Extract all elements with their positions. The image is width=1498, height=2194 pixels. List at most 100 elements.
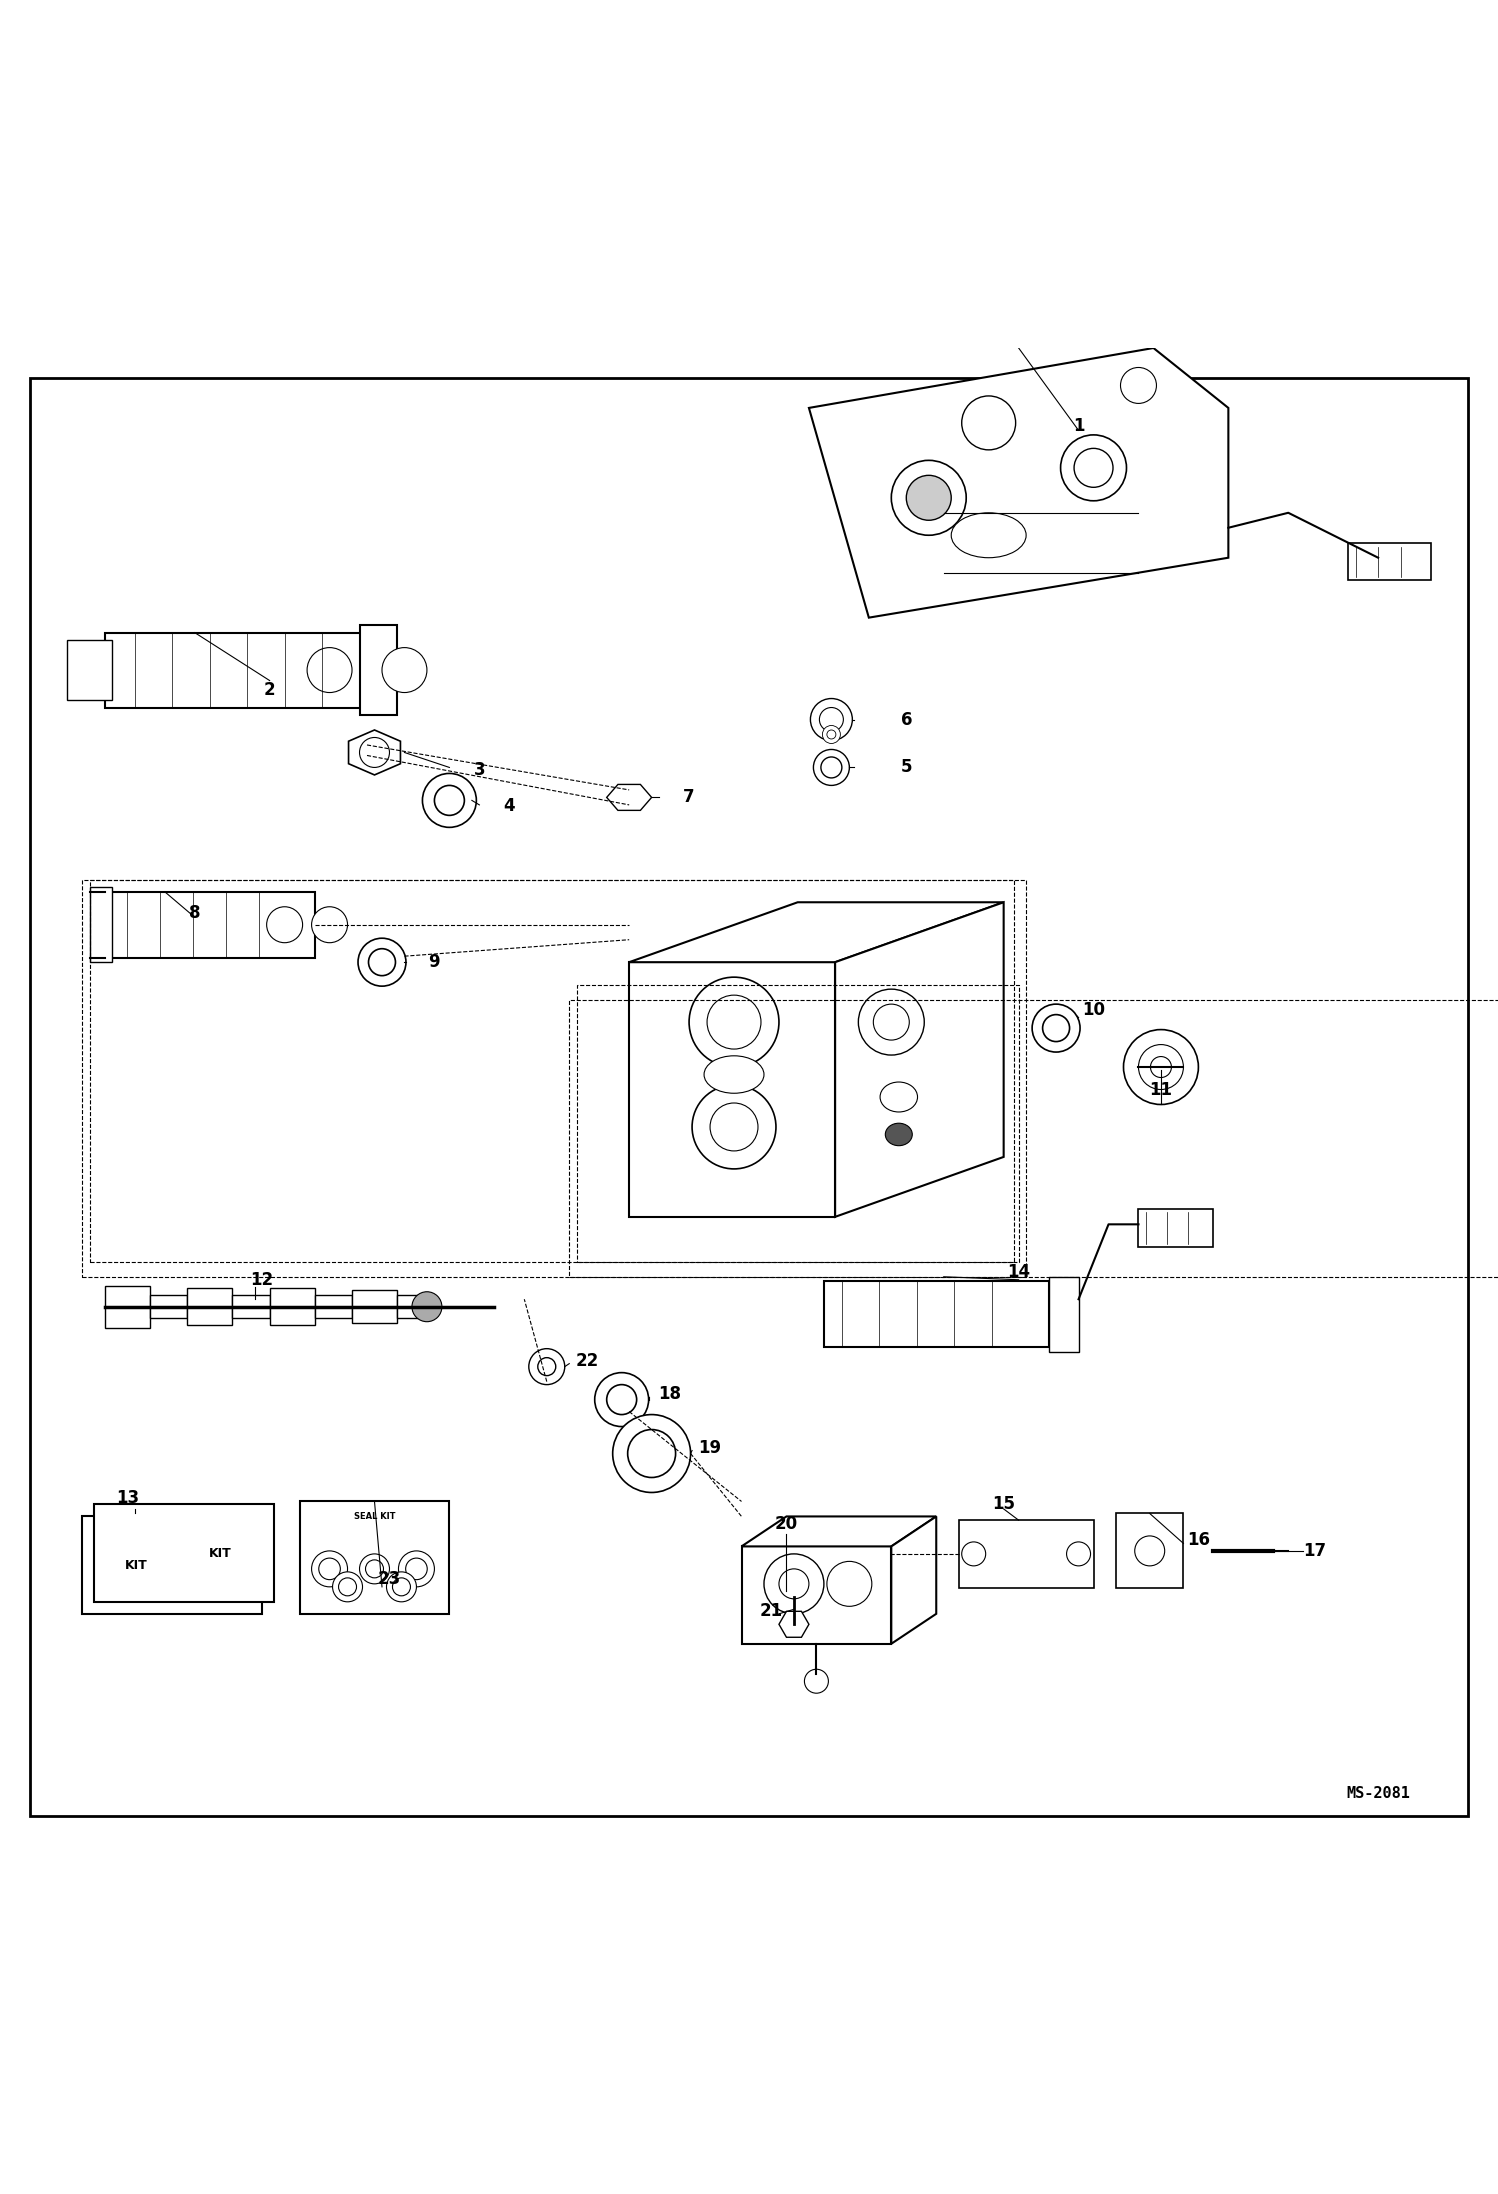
Circle shape — [595, 1373, 649, 1426]
Circle shape — [858, 989, 924, 1055]
Text: KIT: KIT — [124, 1558, 148, 1571]
Text: 11: 11 — [1149, 1079, 1173, 1099]
Circle shape — [822, 726, 840, 744]
Polygon shape — [629, 902, 1004, 963]
Text: 10: 10 — [1082, 1000, 1106, 1020]
Circle shape — [312, 1551, 348, 1586]
Text: 6: 6 — [900, 711, 912, 728]
Circle shape — [962, 1542, 986, 1567]
Circle shape — [819, 706, 843, 731]
Circle shape — [827, 731, 836, 739]
Circle shape — [360, 737, 389, 768]
Text: SEAL KIT: SEAL KIT — [354, 1512, 395, 1520]
Circle shape — [366, 1560, 383, 1577]
Circle shape — [813, 750, 849, 785]
Circle shape — [382, 647, 427, 693]
Circle shape — [398, 1551, 434, 1586]
Circle shape — [821, 757, 842, 779]
Bar — [105, 891, 315, 959]
Circle shape — [412, 1292, 442, 1321]
Text: 13: 13 — [115, 1490, 139, 1507]
Circle shape — [1135, 1536, 1165, 1567]
Bar — [1138, 1209, 1213, 1246]
Circle shape — [358, 939, 406, 985]
Circle shape — [312, 906, 348, 943]
Text: KIT: KIT — [208, 1547, 232, 1560]
Bar — [94, 1505, 274, 1602]
Bar — [82, 1516, 262, 1615]
Circle shape — [529, 1349, 565, 1384]
Circle shape — [1138, 1044, 1183, 1090]
Circle shape — [764, 1553, 824, 1615]
Bar — [82, 880, 1026, 1277]
Text: 9: 9 — [428, 952, 440, 972]
Text: 16: 16 — [1186, 1531, 1210, 1549]
Text: MS-2081: MS-2081 — [1347, 1786, 1410, 1801]
Circle shape — [1124, 1029, 1198, 1104]
Bar — [90, 886, 112, 963]
Circle shape — [406, 1558, 427, 1580]
Bar — [397, 1294, 427, 1319]
Circle shape — [369, 948, 395, 976]
Circle shape — [1074, 448, 1113, 487]
Text: 21: 21 — [759, 1602, 783, 1619]
Text: 8: 8 — [189, 904, 201, 921]
Bar — [959, 1520, 1094, 1588]
Bar — [1116, 1514, 1183, 1588]
Circle shape — [827, 1562, 872, 1606]
Text: 12: 12 — [250, 1270, 274, 1288]
Circle shape — [319, 1558, 340, 1580]
Bar — [569, 1000, 1498, 1277]
Circle shape — [906, 476, 951, 520]
Bar — [150, 1294, 187, 1319]
Text: 22: 22 — [575, 1352, 599, 1369]
Circle shape — [1150, 1058, 1171, 1077]
Text: 18: 18 — [658, 1384, 682, 1402]
Circle shape — [613, 1415, 691, 1492]
Text: 2: 2 — [264, 680, 276, 698]
Polygon shape — [607, 785, 652, 810]
Bar — [90, 880, 1014, 1262]
Circle shape — [962, 395, 1016, 450]
Circle shape — [1043, 1014, 1070, 1042]
Circle shape — [538, 1358, 556, 1376]
Polygon shape — [836, 902, 1004, 1218]
Text: 7: 7 — [683, 788, 695, 807]
Circle shape — [779, 1569, 809, 1599]
Polygon shape — [809, 349, 1228, 619]
Circle shape — [692, 1086, 776, 1169]
Bar — [105, 1286, 150, 1327]
Circle shape — [1061, 434, 1126, 500]
Bar — [67, 641, 112, 700]
Bar — [360, 625, 397, 715]
Bar — [824, 1281, 1049, 1347]
Circle shape — [710, 1104, 758, 1152]
Circle shape — [386, 1571, 416, 1602]
Bar — [577, 985, 1019, 1262]
Text: 5: 5 — [900, 759, 912, 777]
Ellipse shape — [704, 1055, 764, 1093]
Bar — [300, 1501, 449, 1615]
Bar — [1348, 542, 1431, 579]
Circle shape — [333, 1571, 363, 1602]
Text: 20: 20 — [774, 1514, 798, 1534]
Text: 17: 17 — [1303, 1542, 1327, 1560]
Text: 19: 19 — [698, 1439, 722, 1457]
Ellipse shape — [879, 1082, 917, 1112]
Text: 1: 1 — [1073, 417, 1085, 434]
Polygon shape — [779, 1610, 809, 1637]
Bar — [1049, 1277, 1079, 1352]
Bar — [187, 1288, 232, 1325]
Circle shape — [689, 976, 779, 1066]
Circle shape — [804, 1670, 828, 1694]
Circle shape — [891, 461, 966, 535]
Circle shape — [360, 1553, 389, 1584]
Text: 4: 4 — [503, 796, 515, 816]
Text: 3: 3 — [473, 761, 485, 779]
Bar — [270, 1288, 315, 1325]
Circle shape — [339, 1577, 357, 1595]
Text: 14: 14 — [1007, 1264, 1031, 1281]
Circle shape — [810, 698, 852, 742]
Circle shape — [607, 1384, 637, 1415]
Circle shape — [422, 774, 476, 827]
